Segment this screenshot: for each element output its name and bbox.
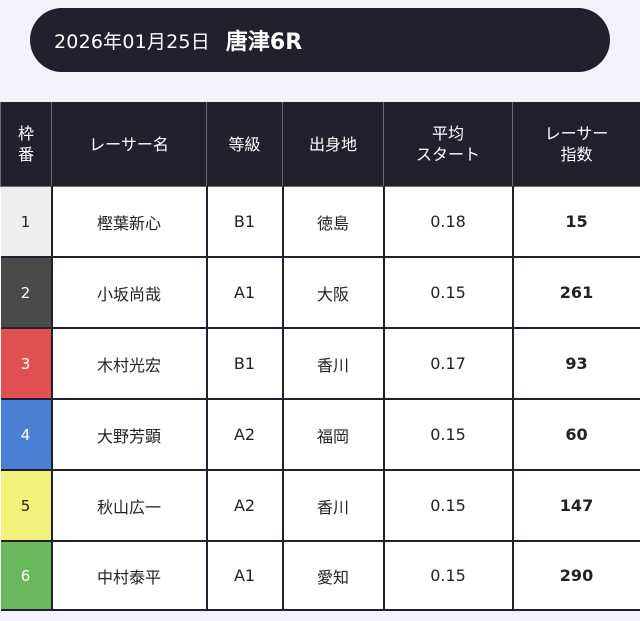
frame-number: 6 <box>0 541 53 611</box>
racer-avg-start: 0.15 <box>383 470 514 542</box>
table-header-row: 枠 番 レーサー名 等級 出身地 平均 スタート レーサー 指数 <box>0 102 640 187</box>
column-header-hometown: 出身地 <box>282 102 384 187</box>
racer-avg-start: 0.15 <box>383 257 514 329</box>
racer-index: 60 <box>512 399 640 471</box>
race-header: 2026年01月25日 唐津6R <box>30 8 610 72</box>
racer-hometown: 香川 <box>282 470 385 542</box>
racer-class: A2 <box>206 399 284 471</box>
racer-class: B1 <box>206 328 284 400</box>
race-name: 唐津6R <box>225 30 303 55</box>
racer-avg-start: 0.18 <box>383 186 514 258</box>
table-row: 6 中村泰平 A1 愛知 0.15 290 <box>0 541 640 611</box>
column-header-name: レーサー名 <box>51 102 207 187</box>
racer-class: A1 <box>206 257 284 329</box>
racer-name: 木村光宏 <box>51 328 208 400</box>
racer-table: 枠 番 レーサー名 等級 出身地 平均 スタート レーサー 指数 1 樫葉新心 … <box>0 102 640 611</box>
racer-avg-start: 0.17 <box>383 328 514 400</box>
column-header-class: 等級 <box>206 102 283 187</box>
column-header-index: レーサー 指数 <box>512 102 640 187</box>
table-row: 1 樫葉新心 B1 徳島 0.18 15 <box>0 186 640 258</box>
racer-hometown: 徳島 <box>282 186 385 258</box>
racer-index: 147 <box>512 470 640 542</box>
racer-hometown: 福岡 <box>282 399 385 471</box>
racer-class: B1 <box>206 186 284 258</box>
racer-name: 小坂尚哉 <box>51 257 208 329</box>
column-header-avg-start: 平均 スタート <box>383 102 513 187</box>
racer-index: 93 <box>512 328 640 400</box>
racer-hometown: 愛知 <box>282 541 385 611</box>
table-row: 2 小坂尚哉 A1 大阪 0.15 261 <box>0 257 640 329</box>
table-row: 4 大野芳顕 A2 福岡 0.15 60 <box>0 399 640 471</box>
racer-avg-start: 0.15 <box>383 541 514 611</box>
racer-hometown: 香川 <box>282 328 385 400</box>
racer-hometown: 大阪 <box>282 257 385 329</box>
frame-number: 1 <box>0 186 53 258</box>
column-header-frame: 枠 番 <box>0 102 52 187</box>
racer-class: A2 <box>206 470 284 542</box>
frame-number: 3 <box>0 328 53 400</box>
frame-number: 4 <box>0 399 53 471</box>
racer-index: 290 <box>512 541 640 611</box>
table-row: 5 秋山広一 A2 香川 0.15 147 <box>0 470 640 542</box>
racer-index: 15 <box>512 186 640 258</box>
racer-class: A1 <box>206 541 284 611</box>
race-date: 2026年01月25日 <box>54 30 210 53</box>
racer-name: 樫葉新心 <box>51 186 208 258</box>
racer-avg-start: 0.15 <box>383 399 514 471</box>
racer-name: 秋山広一 <box>51 470 208 542</box>
racer-name: 大野芳顕 <box>51 399 208 471</box>
table-row: 3 木村光宏 B1 香川 0.17 93 <box>0 328 640 400</box>
frame-number: 5 <box>0 470 53 542</box>
racer-index: 261 <box>512 257 640 329</box>
racer-name: 中村泰平 <box>51 541 208 611</box>
frame-number: 2 <box>0 257 53 329</box>
